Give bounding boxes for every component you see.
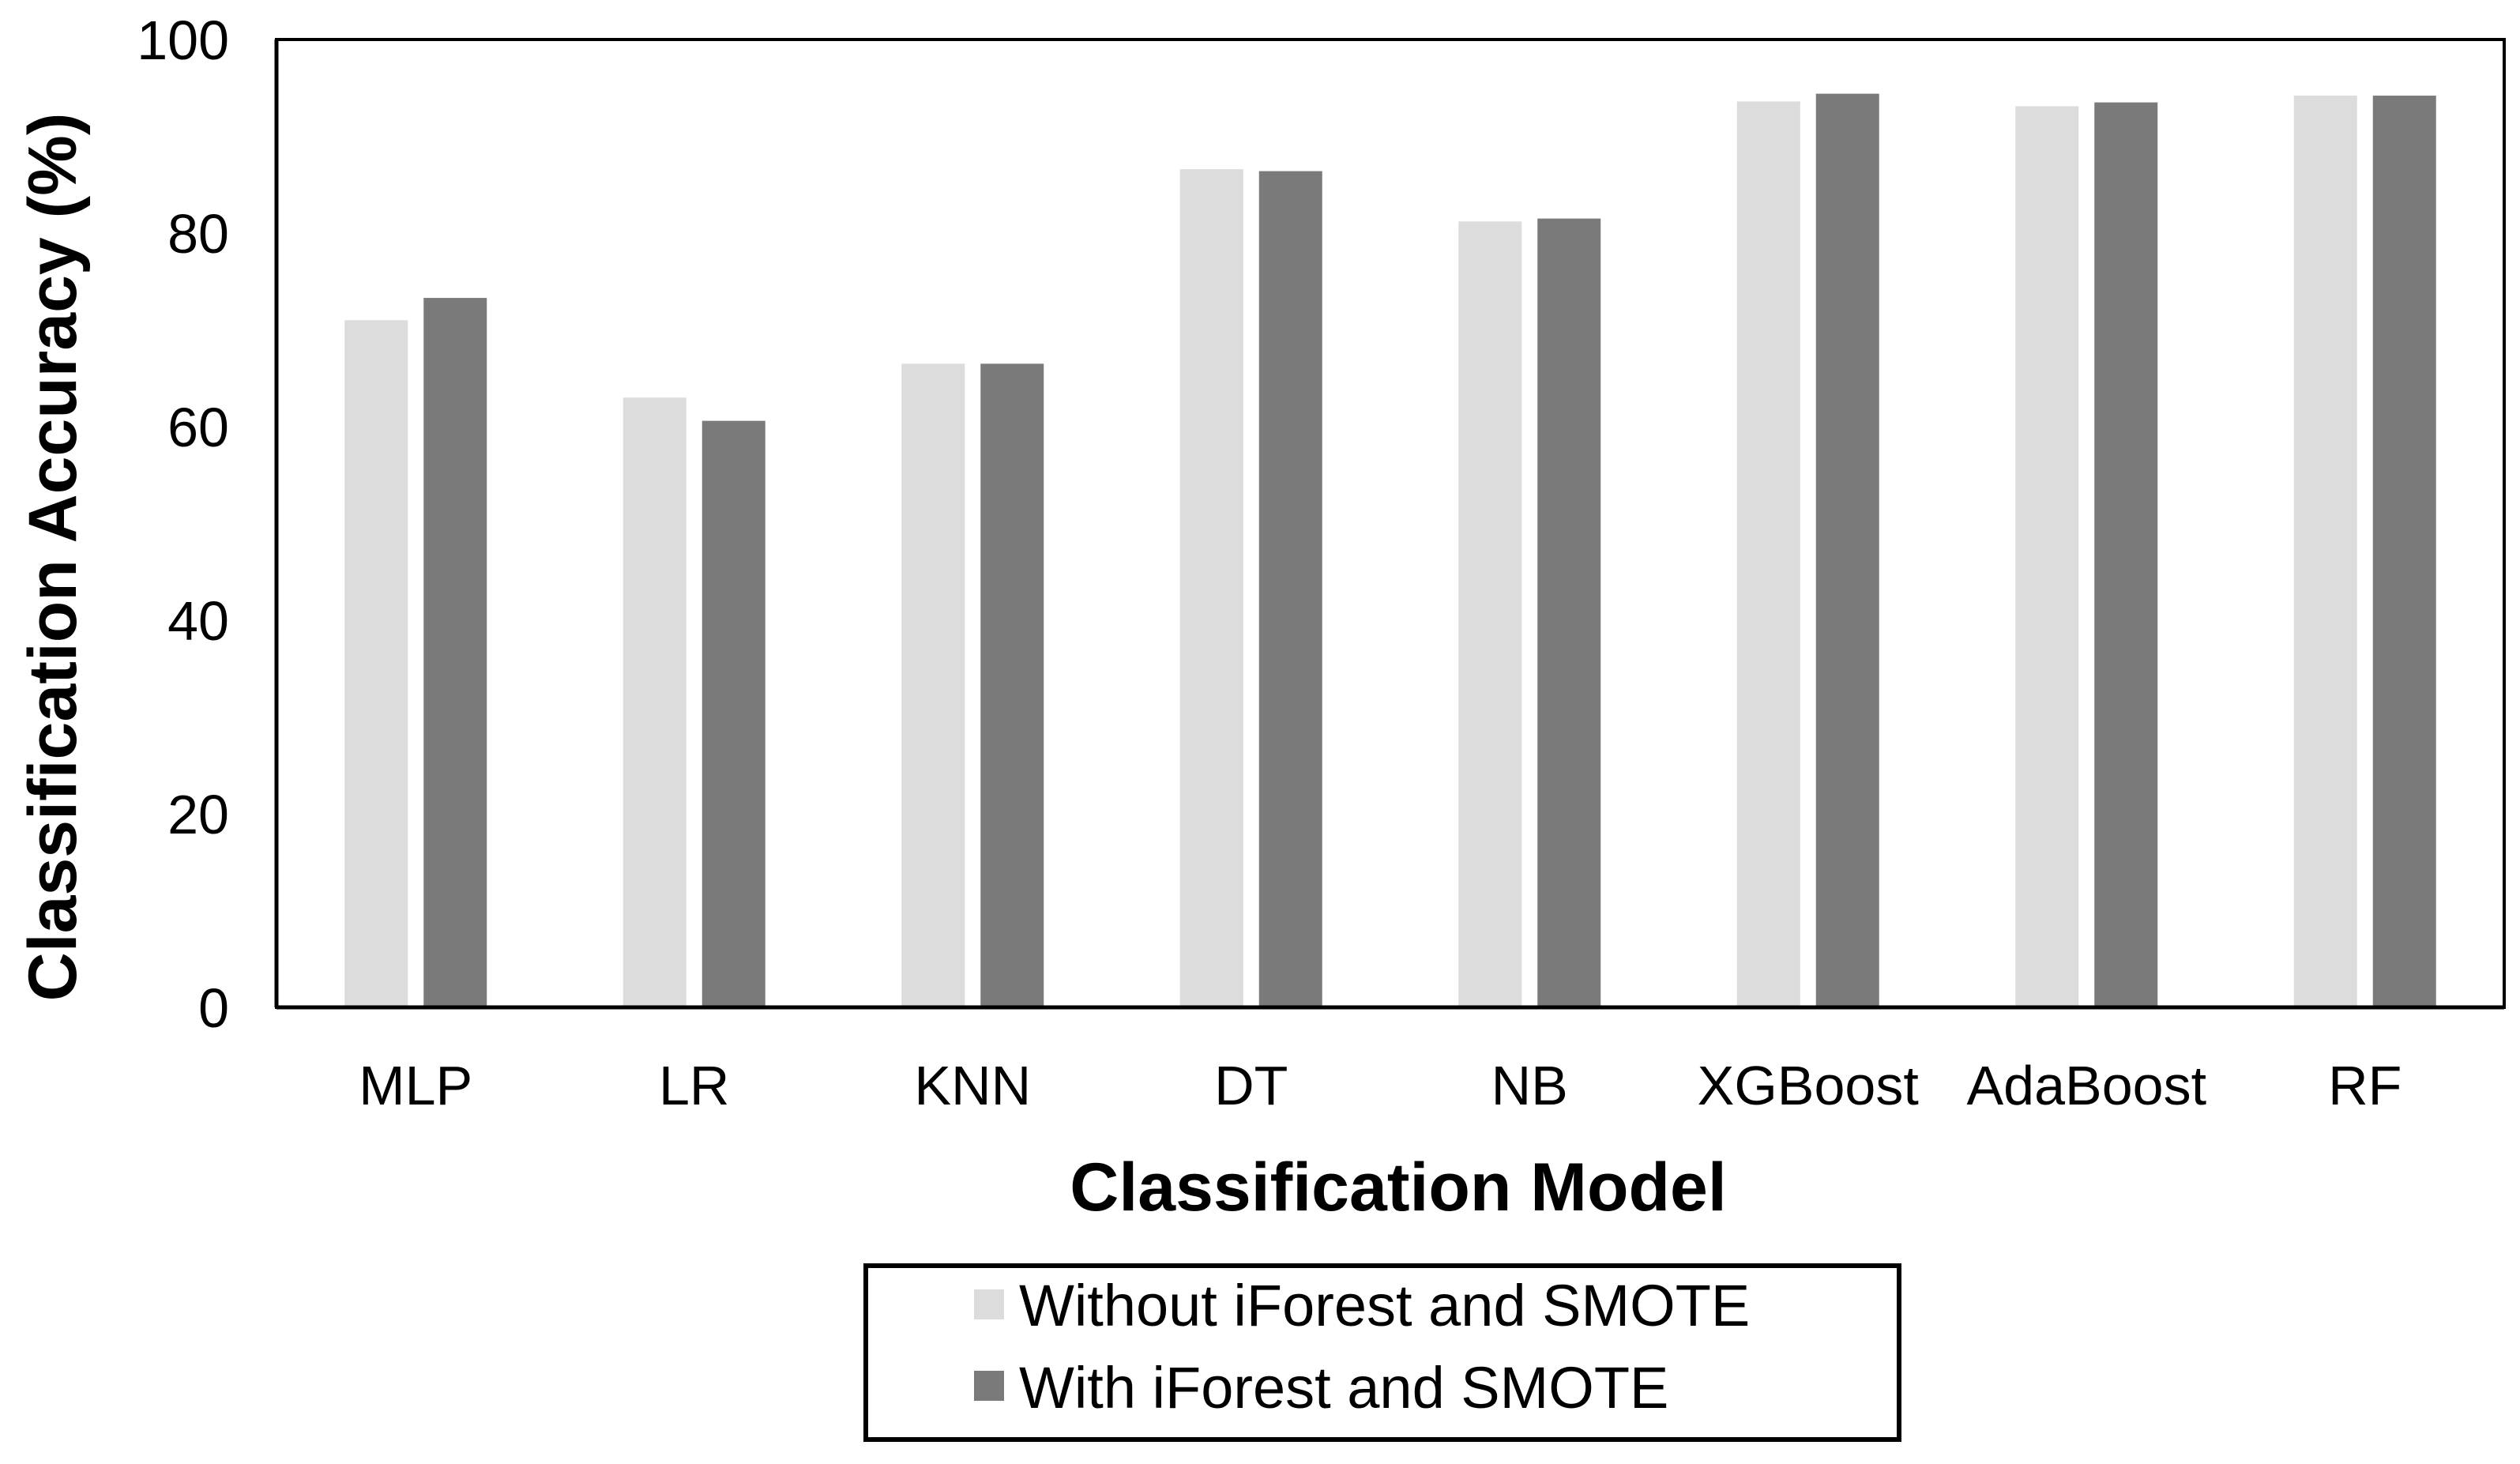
legend-swatch-without: [974, 1289, 1004, 1319]
y-tick-label-0: 0: [198, 977, 229, 1039]
bar-lr-series-2: [701, 420, 765, 1007]
x-tick-label-mlp: MLP: [359, 1055, 472, 1116]
bar-rf-series-2: [2372, 96, 2436, 1007]
x-axis-title: Classification Model: [1070, 1150, 1727, 1225]
y-tick-label-40: 40: [167, 590, 229, 652]
bar-dt-series-1: [1179, 169, 1243, 1007]
bar-xgboost-series-1: [1736, 101, 1800, 1007]
axes-layer: [274, 38, 2506, 1010]
bar-mlp-series-2: [423, 298, 487, 1007]
y-tick-label-100: 100: [137, 9, 229, 71]
x-tick-label-dt: DT: [1214, 1055, 1288, 1116]
y-tick-label-60: 60: [167, 397, 229, 458]
x-tick-label-knn: KNN: [914, 1055, 1031, 1116]
x-tick-label-lr: LR: [659, 1055, 729, 1116]
ticks-layer: MLP LR KNN DT NB XGBoost AdaBoost RF 0 20 40 60 80 10…: [137, 9, 2402, 1116]
bar-knn-series-2: [980, 363, 1044, 1007]
bar-adaboost-series-1: [2015, 106, 2079, 1007]
bar-knn-series-1: [901, 363, 965, 1007]
bars-layer: [344, 93, 2436, 1008]
y-tick-label-20: 20: [167, 784, 229, 845]
x-tick-label-nb: NB: [1491, 1055, 1568, 1116]
legend-label-with: With iForest and SMOTE: [1019, 1355, 1668, 1421]
bar-mlp-series-1: [344, 320, 408, 1007]
x-tick-label-xgboost: XGBoost: [1698, 1055, 1919, 1116]
x-tick-label-rf: RF: [2328, 1055, 2402, 1116]
bar-dt-series-2: [1258, 171, 1322, 1008]
bar-xgboost-series-2: [1815, 93, 1879, 1008]
legend-box: [863, 1263, 1901, 1442]
bar-nb-series-1: [1458, 221, 1522, 1007]
legend-label-without: Without iForest and SMOTE: [1019, 1273, 1750, 1338]
bar-rf-series-1: [2293, 96, 2357, 1007]
legend-swatch-with: [974, 1371, 1004, 1401]
y-tick-label-80: 80: [167, 203, 229, 265]
bar-lr-series-1: [622, 397, 686, 1007]
x-tick-label-adaboost: AdaBoost: [1966, 1055, 2206, 1116]
legend: Without iForest and SMOTE With iForest a…: [863, 1263, 1901, 1442]
bar-nb-series-2: [1537, 218, 1601, 1007]
bar-adaboost-series-2: [2094, 102, 2158, 1007]
y-axis-title: Classification Accuracy (%): [15, 113, 91, 1002]
